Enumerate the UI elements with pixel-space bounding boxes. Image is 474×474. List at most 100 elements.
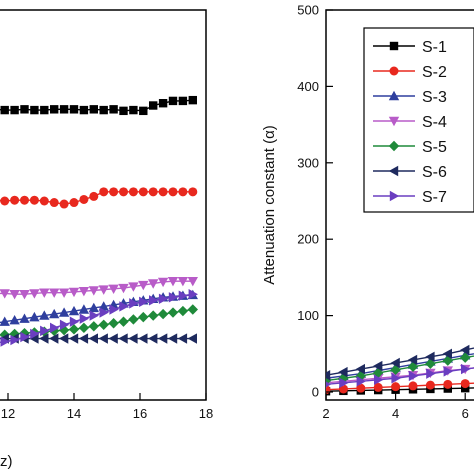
legend-label: S-5 — [422, 139, 447, 156]
data-point-s-5 — [167, 307, 179, 318]
data-point-s-3 — [9, 314, 20, 325]
left-x-axis: 12 14 16 18 — [1, 393, 213, 421]
data-point-s-6 — [373, 360, 383, 372]
data-point-s-7 — [40, 325, 50, 337]
data-point-s-7 — [188, 289, 198, 300]
right-plot-series — [326, 344, 474, 396]
data-point-s-7 — [50, 322, 60, 334]
data-point-s-2 — [20, 195, 29, 205]
data-point-s-2 — [460, 379, 470, 389]
data-point-s-5 — [68, 324, 80, 335]
data-point-s-4 — [128, 282, 139, 292]
data-point-s-2 — [138, 187, 148, 197]
data-point-s-6 — [68, 333, 79, 344]
data-point-s-2 — [443, 379, 453, 389]
data-point-s-7 — [408, 370, 419, 382]
data-point-s-7 — [30, 328, 40, 340]
data-point-s-4 — [58, 288, 70, 298]
data-point-s-5 — [98, 319, 109, 330]
legend-label: S-1 — [422, 39, 447, 56]
data-point-s-4 — [88, 286, 99, 296]
data-point-s-4 — [78, 286, 90, 297]
x-tick-label: 6 — [462, 406, 469, 421]
series-s-7 — [326, 363, 474, 389]
right-y-axis-label: Attenuation constant (α) — [261, 125, 278, 285]
data-point-s-6 — [98, 333, 108, 344]
data-point-s-3 — [49, 308, 60, 319]
data-point-s-3 — [68, 305, 80, 316]
data-point-s-1 — [178, 96, 188, 106]
legend: S-1 S-2 S-3 S-4 S-5 S-6 S-7 — [363, 27, 474, 213]
data-point-s-2 — [0, 196, 10, 206]
data-point-s-1 — [69, 105, 79, 114]
series-s-1 — [0, 95, 197, 116]
y-tick-label: 100 — [297, 308, 319, 323]
data-point-s-1 — [188, 95, 197, 105]
data-point-s-6 — [29, 333, 39, 344]
data-point-s-2 — [425, 380, 435, 390]
data-point-s-4 — [68, 287, 80, 298]
data-point-s-6 — [148, 333, 158, 344]
data-point-s-7 — [443, 366, 453, 377]
data-point-s-4 — [98, 285, 109, 295]
left-x-axis-label: z) — [0, 453, 13, 470]
data-point-s-6 — [390, 357, 400, 369]
data-point-s-3 — [19, 313, 30, 323]
data-point-s-2 — [49, 198, 59, 208]
data-point-s-5 — [460, 352, 471, 363]
data-point-s-7 — [426, 368, 436, 379]
data-point-s-5 — [157, 308, 169, 320]
data-point-s-4 — [0, 289, 10, 299]
data-point-s-7 — [158, 293, 169, 304]
legend-marker — [389, 190, 400, 202]
data-point-s-1 — [168, 96, 178, 106]
data-point-s-6 — [338, 366, 348, 378]
y-tick-label: 0 — [312, 385, 319, 400]
data-point-s-2 — [356, 383, 366, 393]
legend-label: S-4 — [422, 114, 447, 131]
data-point-s-1 — [59, 105, 69, 114]
data-point-s-6 — [88, 333, 98, 344]
data-point-s-7 — [0, 336, 10, 347]
data-point-s-6 — [355, 363, 365, 375]
data-point-s-1 — [20, 105, 29, 114]
data-point-s-2 — [408, 381, 418, 391]
data-point-s-6 — [78, 333, 89, 344]
data-point-s-1 — [89, 105, 98, 114]
data-point-s-2 — [168, 187, 178, 197]
data-point-s-2 — [69, 198, 79, 208]
legend-marker — [388, 140, 400, 152]
data-point-s-5 — [138, 311, 149, 323]
legend-entry-s-3: S-3 — [373, 89, 447, 106]
data-point-s-1 — [461, 383, 470, 393]
x-tick-label: 2 — [322, 406, 329, 421]
data-point-s-4 — [157, 277, 169, 288]
y-tick-label: 300 — [297, 155, 319, 170]
legend-entry-s-2: S-2 — [373, 64, 447, 81]
legend-marker — [388, 165, 399, 177]
data-point-s-5 — [108, 318, 119, 329]
data-point-s-3 — [39, 310, 50, 320]
data-point-s-7 — [129, 298, 139, 309]
legend-label: S-3 — [422, 89, 447, 106]
data-point-s-7 — [79, 313, 90, 324]
data-point-s-7 — [99, 307, 109, 318]
data-point-s-1 — [99, 105, 108, 115]
data-point-s-2 — [178, 187, 188, 197]
data-point-s-6 — [460, 344, 470, 356]
data-point-s-1 — [50, 105, 59, 114]
data-point-s-2 — [99, 187, 109, 197]
data-point-s-2 — [158, 187, 168, 197]
data-point-s-7 — [339, 377, 349, 389]
data-point-s-6 — [407, 354, 418, 366]
data-point-s-2 — [29, 195, 39, 205]
legend-box — [363, 27, 474, 213]
data-point-s-3 — [58, 307, 70, 317]
legend-entry-s-1: S-1 — [373, 39, 447, 56]
legend-entry-s-4: S-4 — [373, 114, 447, 131]
series-s-2 — [0, 187, 198, 209]
right-axes-ticks: 2 4 6 0 100 200 300 400 500 — [297, 3, 469, 422]
y-tick-label: 400 — [297, 79, 319, 94]
data-point-s-7 — [461, 363, 471, 375]
legend-marker — [389, 41, 399, 51]
